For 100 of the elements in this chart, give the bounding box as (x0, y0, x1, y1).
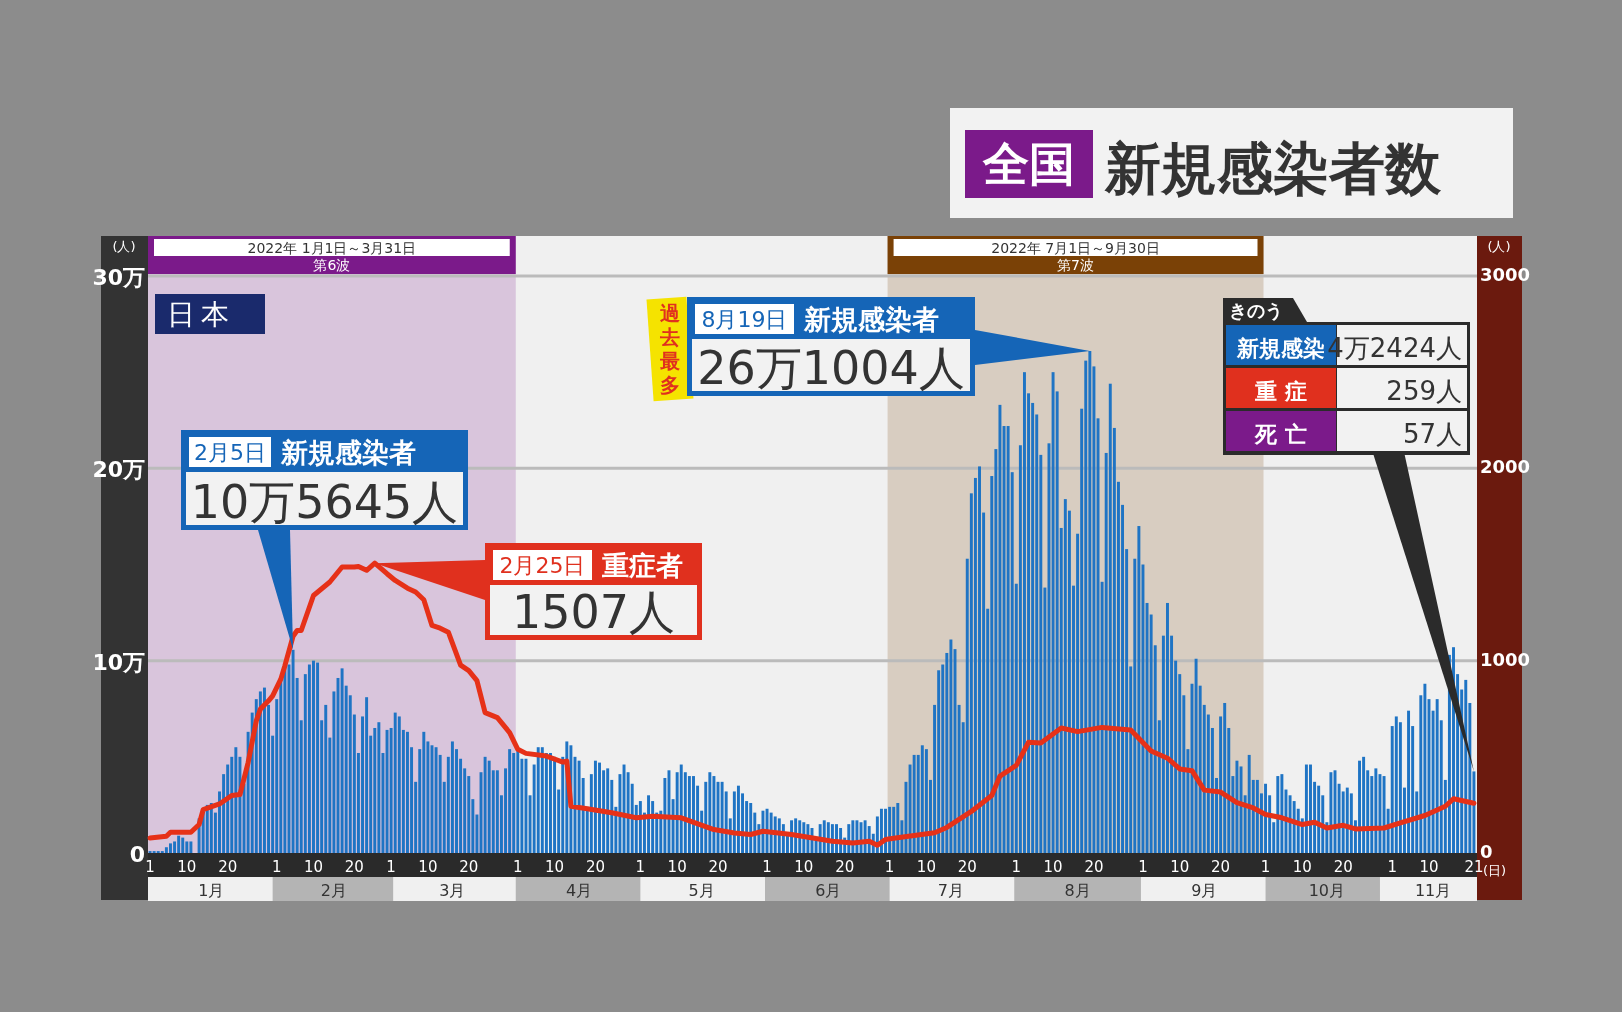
annotation: 4万2424人 (1327, 333, 1462, 363)
x2-tick-label: 2月 (320, 881, 348, 900)
bar (720, 781, 724, 853)
x-tick-label: 10 (916, 858, 936, 876)
bar (1264, 783, 1268, 853)
x-tick-label: 10 (418, 858, 438, 876)
bar (1006, 426, 1010, 853)
x2-tick-label: 3月 (439, 881, 466, 900)
bar (164, 847, 168, 853)
chart-title: 新規感染者数 (1104, 136, 1442, 201)
bar (618, 774, 622, 853)
bar (1247, 754, 1251, 853)
bar (307, 664, 311, 853)
y-tick-label: 0 (129, 842, 145, 867)
annotation: きのう (1229, 300, 1283, 321)
x-tick-label: 20 (585, 858, 605, 876)
bar (638, 801, 642, 853)
bar (1382, 776, 1386, 853)
bar (1051, 372, 1055, 853)
bar (185, 841, 189, 853)
bar (712, 776, 716, 853)
bar (736, 785, 740, 853)
bar (1362, 756, 1366, 853)
bar (536, 747, 540, 853)
bar (422, 731, 426, 853)
bar (949, 639, 953, 853)
bar (998, 404, 1002, 853)
bar (896, 802, 900, 853)
text: 2022年 1月1日～3月31日 (247, 240, 417, 256)
bar (262, 687, 266, 853)
bar (593, 760, 597, 853)
x-tick-label: 10 (1170, 858, 1190, 876)
bar (606, 768, 610, 853)
x-axis-title: (日) (1483, 863, 1507, 878)
y-tick-label: 30万 (92, 265, 145, 290)
x2-tick-label: 5月 (688, 881, 715, 900)
x-tick-label: 20 (835, 858, 855, 876)
y2-tick-label: 3000 (1480, 264, 1531, 285)
bar (189, 841, 193, 853)
bar (1137, 526, 1141, 853)
bar (487, 760, 491, 853)
x-tick-label: 20 (1211, 858, 1231, 876)
annotation: 2月25日 重症者 1507人 (499, 550, 683, 639)
bar (920, 745, 924, 853)
bar (1317, 785, 1321, 853)
annotation: 8月19日 新規感染者 26万1004人 (697, 304, 965, 395)
annotation: 57人 (1402, 419, 1462, 449)
x-tick-label: 1 (513, 858, 523, 876)
bar (957, 704, 961, 853)
bar (1002, 426, 1006, 853)
bar (1464, 679, 1468, 853)
x-tick-label: 20 (1084, 858, 1104, 876)
x-tick-label: 1 (1260, 858, 1271, 876)
bar (483, 756, 487, 853)
x-tick-label: 1 (635, 858, 646, 876)
bar (1145, 602, 1149, 853)
bar (1063, 499, 1067, 853)
bar (169, 843, 172, 853)
x-tick-label: 10 (545, 858, 565, 876)
y2-tick-label: 2000 (1480, 456, 1531, 478)
x-tick-label: 20 (957, 858, 977, 876)
bar (1345, 787, 1349, 853)
bar (316, 662, 320, 853)
x-tick-label: 10 (667, 858, 687, 876)
bar (692, 776, 695, 853)
y-axis-title: (人) (112, 239, 136, 254)
bar (365, 697, 369, 853)
x-tick-label: 10 (794, 858, 814, 876)
x2-tick-label: 6月 (815, 881, 842, 900)
bar (1223, 702, 1227, 853)
annotation: 死 亡 (1254, 422, 1307, 447)
bar (622, 764, 626, 853)
bar (978, 466, 981, 853)
bar (287, 664, 291, 853)
x-tick-label: 10 (177, 858, 197, 876)
annotation: 日本 (167, 298, 235, 331)
x-tick-label: 1 (271, 858, 282, 876)
x-tick-label: 10 (1292, 858, 1312, 876)
bar (1337, 783, 1341, 853)
bar (258, 691, 262, 853)
x2-tick-label: 11月 (1414, 881, 1452, 900)
band-label: 第6波 (313, 257, 351, 273)
x-tick-label: 1 (884, 858, 895, 876)
x-tick-label: 10 (1419, 858, 1439, 876)
x-tick-label: 20 (344, 858, 364, 876)
bar (1235, 760, 1239, 853)
bar (1108, 383, 1112, 853)
bar (385, 729, 389, 853)
bar (312, 660, 315, 853)
y2-axis-title: (人) (1487, 239, 1511, 254)
x2-tick-label: 7月 (937, 881, 965, 900)
bar (516, 749, 520, 853)
bar (663, 777, 667, 853)
y-tick-label: 20万 (92, 457, 145, 483)
annotation: 過去最多 (659, 301, 680, 397)
x-tick-label: 1 (145, 858, 155, 876)
x-tick-label: 1 (1387, 858, 1397, 876)
bar (540, 747, 544, 853)
bar (508, 749, 512, 853)
bar (450, 741, 454, 853)
